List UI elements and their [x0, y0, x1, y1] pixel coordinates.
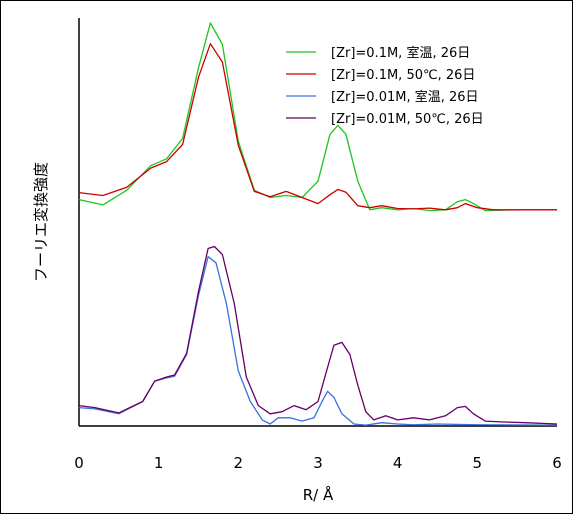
series-line-2 [78, 43, 557, 211]
series-layer [78, 22, 558, 426]
x-tick-label: 1 [154, 454, 164, 472]
x-tick-label: 3 [313, 454, 323, 472]
legend-label-3: [Zr]=0.01M, 室温, 26日 [331, 89, 479, 105]
x-tick-label: 5 [473, 454, 483, 472]
x-tick-label: 0 [74, 454, 84, 472]
series-line-1 [78, 22, 557, 212]
legend: [Zr]=0.1M, 室温, 26日 [Zr]=0.1M, 50℃, 26日 [Zr… [286, 45, 484, 127]
x-tick-label: 6 [552, 454, 562, 472]
legend-label-2: [Zr]=0.1M, 50℃, 26日 [331, 68, 475, 83]
legend-label-4: [Zr]=0.01M, 50℃, 26日 [331, 112, 484, 127]
x-tick-label: 2 [234, 454, 244, 472]
y-axis-title: フーリエ変換強度 [32, 162, 50, 282]
x-tick-label: 4 [393, 454, 403, 472]
series-line-3 [78, 256, 558, 426]
legend-label-1: [Zr]=0.1M, 室温, 26日 [331, 45, 470, 61]
axes: 0 1 2 3 4 5 6 [74, 18, 562, 472]
x-axis-title: R/ Å [303, 485, 334, 504]
x-ticks: 0 1 2 3 4 5 6 [74, 454, 562, 472]
series-line-4 [78, 245, 558, 425]
